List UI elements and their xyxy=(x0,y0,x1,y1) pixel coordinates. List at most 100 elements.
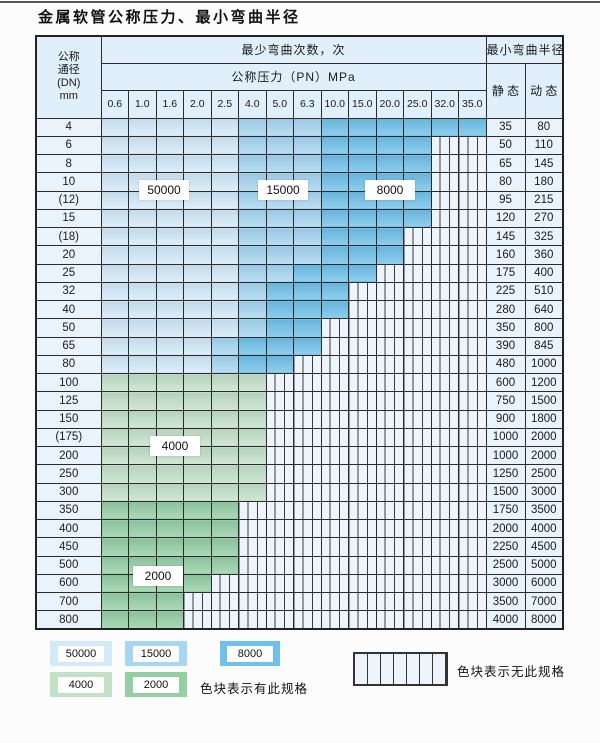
dynamic-radius-cell: 5000 xyxy=(524,555,564,575)
spec-cell xyxy=(100,226,129,247)
spec-cell xyxy=(128,500,157,521)
spec-cell-none xyxy=(403,537,432,557)
dn-header-line: mm xyxy=(59,90,78,103)
dynamic-radius-cell: 270 xyxy=(524,208,564,229)
spec-cell-none xyxy=(430,263,459,283)
table-row: 40 280 640 xyxy=(35,299,564,320)
spec-cell-none xyxy=(430,427,459,448)
spec-cell xyxy=(320,263,349,283)
spec-cell xyxy=(348,117,377,137)
dn-cell: 20 xyxy=(35,245,102,265)
spec-cell-none xyxy=(430,573,459,594)
spec-cell xyxy=(238,427,267,448)
spec-cell-none xyxy=(293,354,322,375)
spec-cell-none xyxy=(458,610,487,630)
spec-cell-none xyxy=(458,299,487,320)
spec-cell-none xyxy=(348,500,377,521)
spec-cell xyxy=(210,427,239,448)
spec-cell xyxy=(128,336,157,356)
spec-cell-none xyxy=(403,299,432,320)
spec-cell-none xyxy=(238,610,267,630)
spec-cell xyxy=(100,482,129,502)
dn-cell: 250 xyxy=(35,464,102,484)
spec-cell xyxy=(210,482,239,502)
spec-cell xyxy=(238,445,267,466)
top-divider xyxy=(0,1,600,3)
spec-cell-none xyxy=(430,281,459,302)
spec-cell xyxy=(183,135,212,156)
spec-cell xyxy=(210,153,239,174)
spec-cell xyxy=(183,172,212,192)
spec-cell-none xyxy=(403,354,432,375)
dn-cell: 400 xyxy=(35,518,102,539)
spec-cell-none xyxy=(403,245,432,265)
dn-cell: 300 xyxy=(35,482,102,502)
spec-cell xyxy=(210,354,239,375)
table-row: 20 160 360 xyxy=(35,245,564,265)
spec-cell xyxy=(183,190,212,210)
spec-cell xyxy=(210,281,239,302)
static-column-header: 静 态 xyxy=(485,62,526,119)
spec-cell xyxy=(100,318,129,338)
spec-cell xyxy=(155,610,184,630)
dynamic-radius-cell: 110 xyxy=(524,135,564,156)
table-row: 100 600 1200 xyxy=(35,372,564,393)
pressure-col-header: 10.0 xyxy=(320,89,349,119)
dn-cell: 600 xyxy=(35,573,102,594)
spec-cell xyxy=(210,518,239,539)
dn-cell: 32 xyxy=(35,281,102,302)
dn-cell: 65 xyxy=(35,336,102,356)
spec-cell xyxy=(100,555,129,575)
spec-cell xyxy=(100,610,129,630)
spec-cell xyxy=(128,354,157,375)
spec-cell xyxy=(210,172,239,192)
spec-cell-none xyxy=(348,464,377,484)
spec-cell-none xyxy=(265,500,294,521)
spec-cell xyxy=(155,281,184,302)
spec-cell xyxy=(128,226,157,247)
spec-cell xyxy=(183,354,212,375)
spec-cell xyxy=(238,391,267,411)
spec-cell xyxy=(238,318,267,338)
spec-cell-none xyxy=(458,464,487,484)
spec-cell-none xyxy=(320,354,349,375)
static-radius-cell: 120 xyxy=(485,208,526,229)
spec-cell xyxy=(100,391,129,411)
spec-cell xyxy=(100,500,129,521)
spec-cell-none xyxy=(265,464,294,484)
spec-cell xyxy=(293,135,322,156)
table-row: (175) 1000 2000 xyxy=(35,427,564,448)
dynamic-radius-cell: 3500 xyxy=(524,500,564,521)
dn-cell: (18) xyxy=(35,226,102,247)
spec-cell-none xyxy=(458,208,487,229)
spec-cell-none xyxy=(375,610,404,630)
spec-cell xyxy=(238,153,267,174)
spec-cell xyxy=(183,500,212,521)
spec-cell xyxy=(320,299,349,320)
bend-cycles-header: 最少弯曲次数，次 xyxy=(100,35,487,64)
spec-cell xyxy=(155,500,184,521)
dn-cell: 450 xyxy=(35,537,102,557)
spec-cell xyxy=(155,336,184,356)
spec-cell xyxy=(183,336,212,356)
spec-cell xyxy=(293,263,322,283)
spec-cell-none xyxy=(430,318,459,338)
spec-cell-none xyxy=(458,409,487,429)
static-radius-cell: 750 xyxy=(485,391,526,411)
spec-cell-none xyxy=(430,409,459,429)
spec-cell xyxy=(128,482,157,502)
dynamic-radius-cell: 360 xyxy=(524,245,564,265)
spec-cell xyxy=(238,464,267,484)
dn-cell: 40 xyxy=(35,299,102,320)
dynamic-radius-cell: 325 xyxy=(524,226,564,247)
spec-cell xyxy=(375,226,404,247)
dn-cell: (12) xyxy=(35,190,102,210)
spec-cell-none xyxy=(238,518,267,539)
static-radius-cell: 3500 xyxy=(485,591,526,612)
legend-swatch-label: 15000 xyxy=(133,645,179,662)
nominal-pressure-header: 公称压力（PN）MPa xyxy=(100,62,487,91)
spec-cell xyxy=(375,135,404,156)
spec-cell xyxy=(128,263,157,283)
spec-cell-none xyxy=(375,591,404,612)
